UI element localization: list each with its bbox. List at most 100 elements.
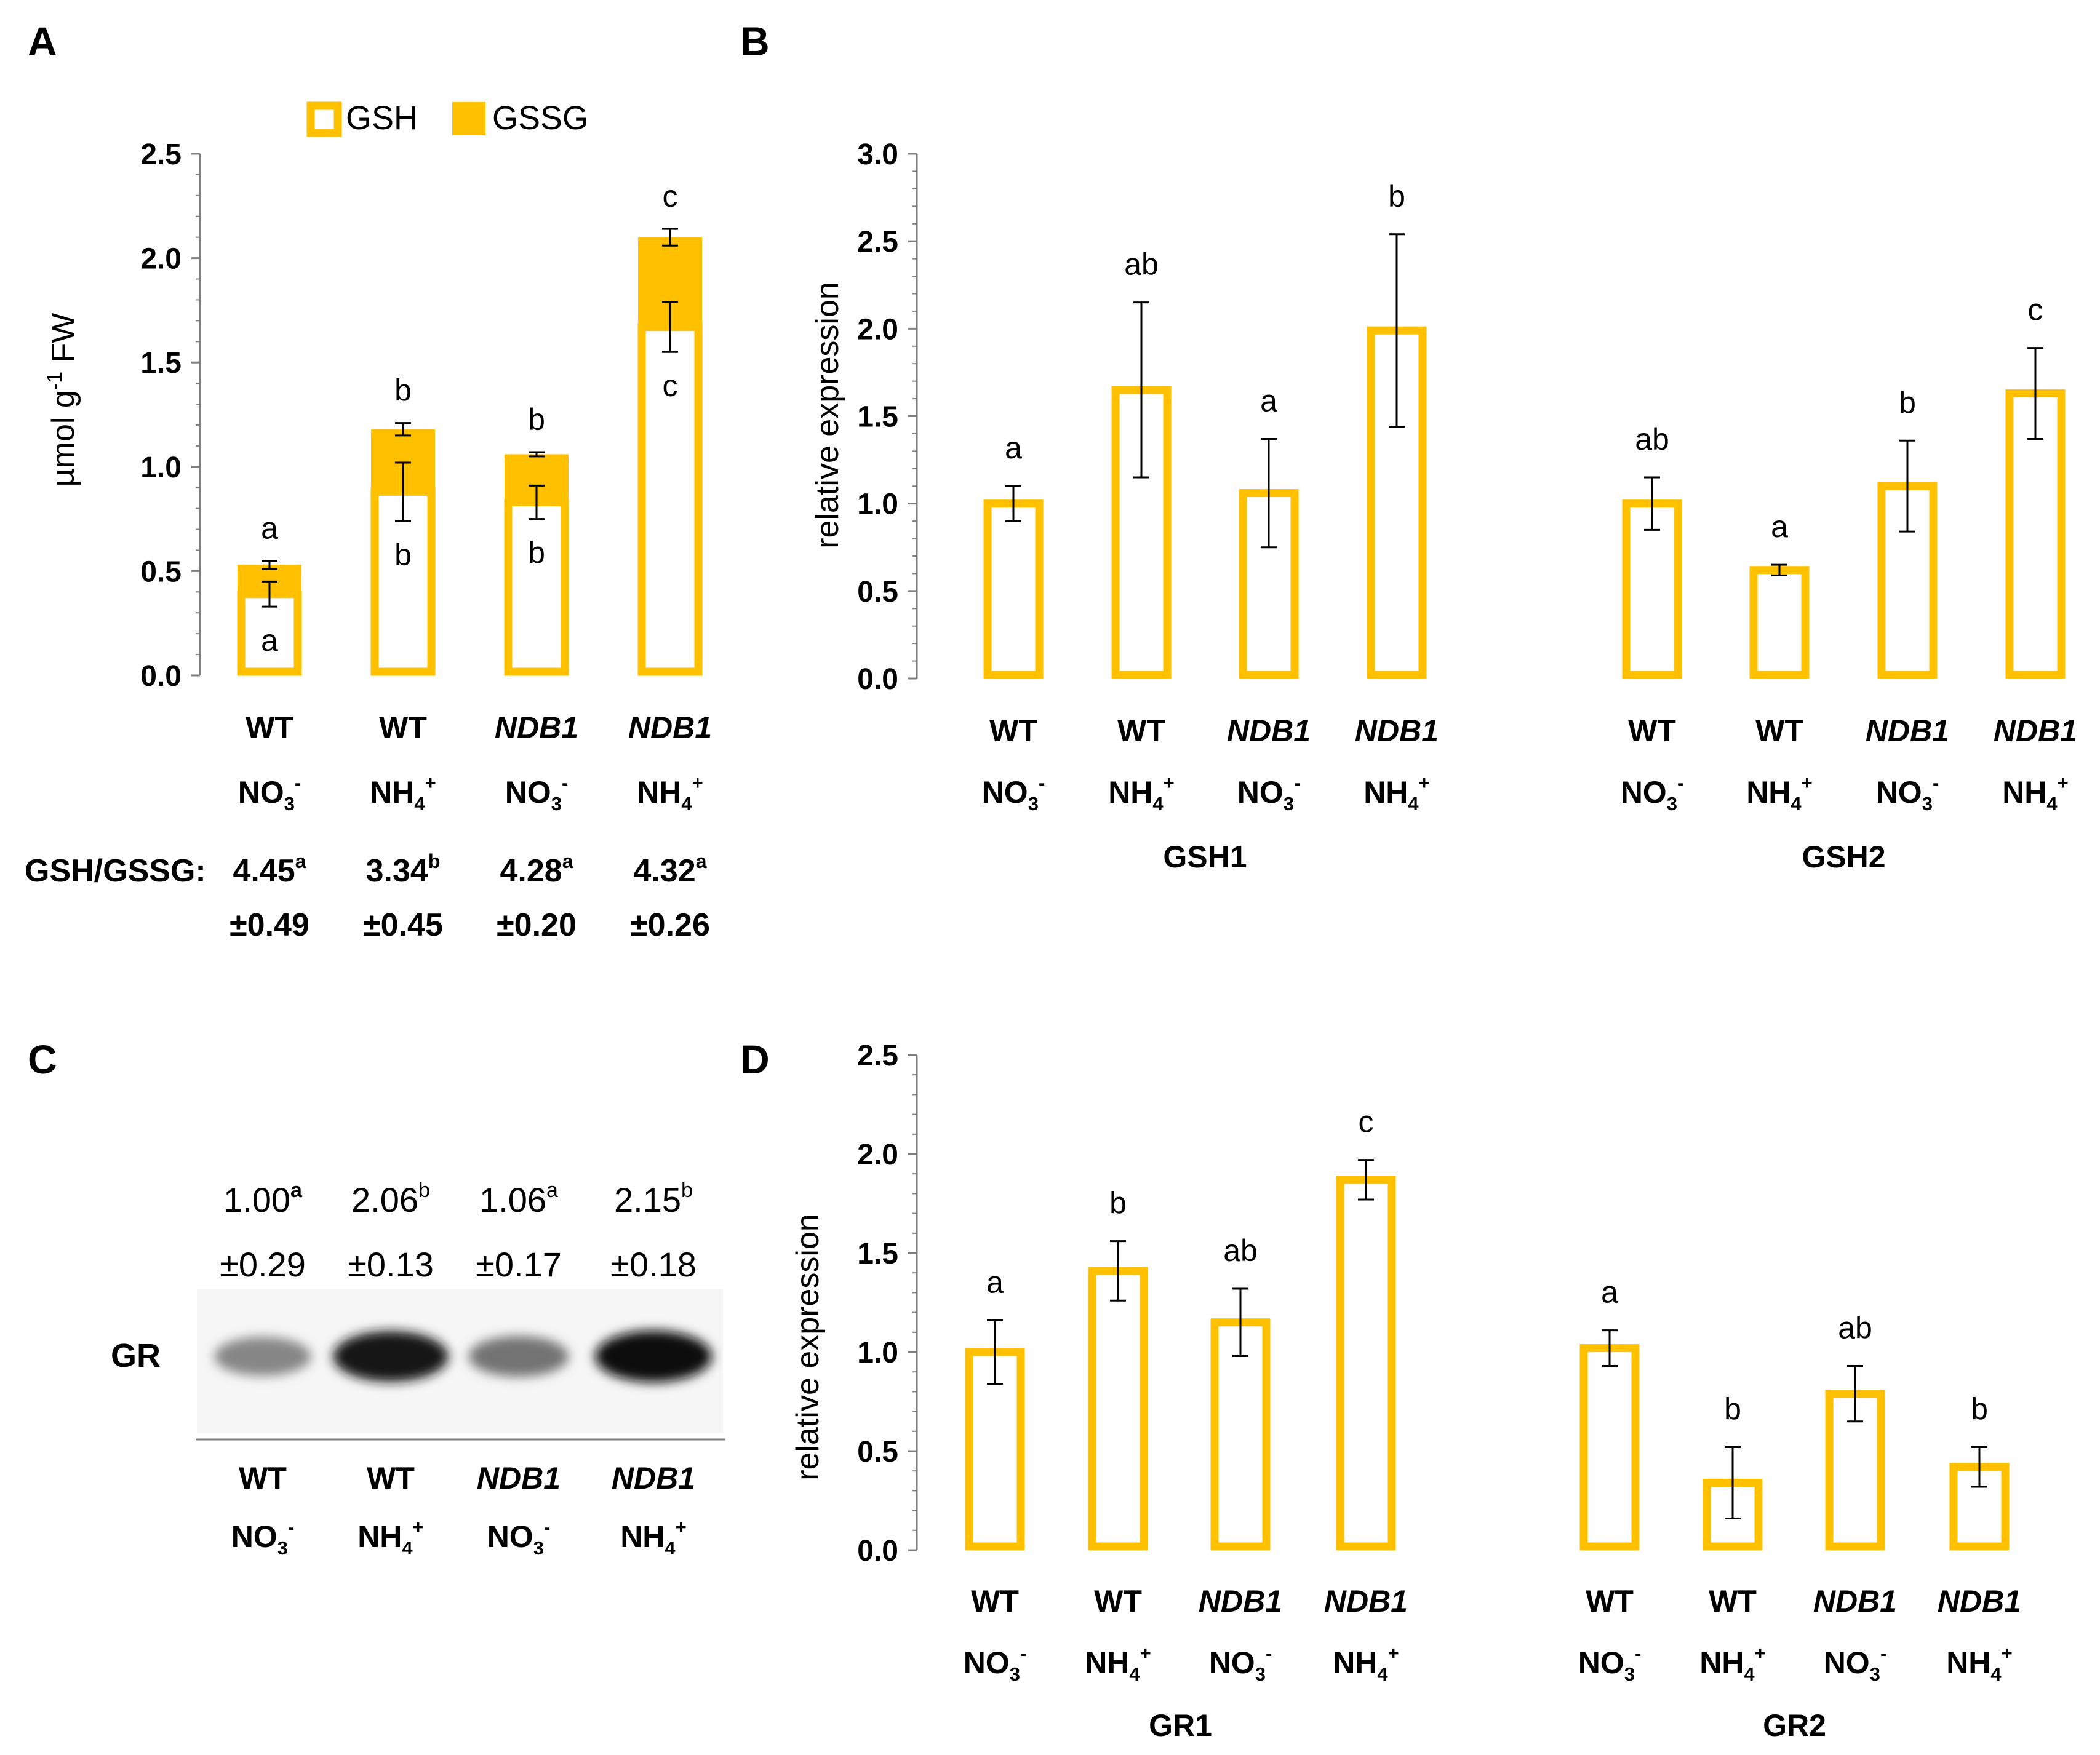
- b-genotype-label: NDB1: [1355, 714, 1439, 748]
- d-y-tick-label: 2.0: [857, 1139, 898, 1171]
- blot-value-mean: 1.06a: [479, 1179, 558, 1219]
- blot-value-mean: 2.15b: [614, 1179, 693, 1219]
- a-ratio-sd: ±0.20: [497, 907, 577, 943]
- b-y-tick-label: 0.0: [857, 663, 898, 696]
- c-ion-label: NH4+: [620, 1516, 687, 1559]
- a-ion-superscript: +: [692, 772, 703, 794]
- d-sig-label-gr1: a: [986, 1265, 1004, 1299]
- a-ion-subscript: 4: [414, 793, 425, 814]
- b-ion-label: NH4+: [1108, 772, 1175, 814]
- c-ion-superscript: -: [544, 1516, 550, 1538]
- b-sig-label-gsh2: a: [1771, 509, 1788, 544]
- d-ion-superscript: +: [1140, 1642, 1151, 1664]
- c-ion-base: NH: [357, 1519, 402, 1554]
- d-genotype-label: WT: [1586, 1584, 1634, 1618]
- d-ion-label: NO3-: [964, 1642, 1027, 1685]
- b-sig-label-gsh1: a: [1005, 431, 1022, 465]
- a-genotype-label: NDB1: [495, 710, 578, 745]
- c-genotype-label: WT: [367, 1461, 415, 1495]
- a-sig-label-gsh: b: [528, 536, 545, 570]
- c-ion-label: NO3-: [487, 1516, 551, 1559]
- d-ion-base: NO: [1209, 1646, 1255, 1680]
- c-ion-subscript: 4: [665, 1537, 676, 1559]
- b-sig-label-gsh1: a: [1260, 383, 1277, 418]
- a-ion-base: NH: [637, 775, 681, 810]
- d-ion-subscript: 3: [1255, 1663, 1266, 1685]
- d-y-tick-label: 1.5: [857, 1238, 898, 1270]
- a-ratio-mean-value: 4.32: [633, 853, 695, 889]
- d-ion-base: NH: [1333, 1646, 1377, 1680]
- b-y-tick-label: 1.5: [857, 401, 898, 434]
- panel-letter-d: D: [740, 1037, 770, 1082]
- b-ion-base: NO: [1876, 775, 1922, 810]
- a-ion-label: NH4+: [637, 772, 703, 814]
- blot-label: GR: [111, 1337, 161, 1374]
- chart-layers: 0.00.51.01.52.02.5aaWTNO3-4.45a±0.49bbWT…: [140, 138, 2077, 1743]
- blot-value-sig: a: [290, 1179, 303, 1202]
- a-ion-base: NH: [370, 775, 414, 810]
- d-ion-subscript: 4: [1377, 1663, 1388, 1685]
- y-axis-title-a-exp: -1: [43, 372, 66, 390]
- b-genotype-label: WT: [1755, 714, 1803, 748]
- b-y-tick-label: 1.0: [857, 488, 898, 521]
- c-genotype-label: WT: [239, 1461, 287, 1495]
- b-ion-superscript: -: [1677, 772, 1683, 794]
- c-ion-superscript: +: [676, 1516, 687, 1538]
- d-y-tick-label: 2.5: [857, 1040, 898, 1072]
- a-y-tick-label: 0.0: [140, 660, 182, 693]
- blot-value-sd: ±0.29: [220, 1245, 306, 1284]
- blot-value-sd: ±0.17: [476, 1245, 562, 1284]
- d-ion-superscript: -: [1020, 1642, 1026, 1664]
- a-ion-subscript: 3: [284, 793, 295, 814]
- d-gene-label-gr2: GR2: [1763, 1708, 1826, 1743]
- b-ion-subscript: 3: [1922, 793, 1933, 814]
- panel-letter-c: C: [28, 1037, 57, 1082]
- b-sig-label-gsh1: b: [1388, 179, 1405, 213]
- b-gene-label-gsh1: GSH1: [1163, 840, 1247, 874]
- a-y-tick-label: 1.0: [140, 452, 182, 484]
- panel-letter-a: A: [28, 18, 57, 64]
- a-sig-label-gssg: a: [261, 511, 278, 545]
- b-genotype-label: NDB1: [1227, 714, 1311, 748]
- b-y-tick-label: 2.0: [857, 313, 898, 346]
- b-ion-base: NH: [1746, 775, 1791, 810]
- b-ion-base: NH: [1363, 775, 1408, 810]
- c-ion-subscript: 4: [402, 1537, 413, 1559]
- legend-swatch-gssg: [452, 102, 485, 135]
- d-genotype-label: NDB1: [1813, 1584, 1897, 1618]
- d-ion-base: NH: [1699, 1646, 1744, 1680]
- b-ion-base: NO: [982, 775, 1028, 810]
- a-ratio-mean: 4.45a: [233, 850, 306, 889]
- blot-band: [595, 1331, 712, 1382]
- a-ion-superscript: -: [295, 772, 301, 794]
- b-ion-subscript: 3: [1284, 793, 1294, 814]
- a-bar-gsh: [504, 498, 569, 676]
- b-ion-label: NO3-: [1621, 772, 1684, 814]
- d-ion-base: NO: [1824, 1646, 1870, 1680]
- y-axis-title-a-fw: FW: [46, 313, 81, 372]
- legend-swatch-gsh: [306, 101, 342, 137]
- c-ion-subscript: 3: [277, 1537, 288, 1559]
- a-y-tick-label: 2.0: [140, 243, 182, 276]
- d-y-tick-label: 1.0: [857, 1337, 898, 1369]
- a-ion-label: NH4+: [370, 772, 436, 814]
- c-ion-label: NH4+: [357, 1516, 424, 1559]
- a-y-tick-label: 0.5: [140, 555, 182, 588]
- d-ion-superscript: +: [1388, 1642, 1399, 1664]
- d-bar-gr1: [1088, 1267, 1148, 1551]
- a-ion-base: NO: [238, 775, 284, 810]
- blot-band: [333, 1331, 449, 1382]
- a-ratio-sig: a: [562, 850, 573, 872]
- b-ion-label: NO3-: [1237, 772, 1301, 814]
- c-ion-base: NH: [620, 1519, 665, 1554]
- c-genotype-label: NDB1: [612, 1461, 695, 1495]
- a-ion-subscript: 4: [681, 793, 692, 814]
- legend-label-gssg: GSSG: [492, 100, 588, 137]
- b-ion-subscript: 4: [1791, 793, 1802, 814]
- blot-value-mean-number: 2.06: [351, 1180, 418, 1219]
- d-ion-base: NO: [964, 1646, 1010, 1680]
- d-bar-gr2: [1579, 1344, 1640, 1551]
- c-ion-superscript: -: [288, 1516, 294, 1538]
- d-ion-subscript: 3: [1870, 1663, 1880, 1685]
- b-genotype-label: WT: [1117, 714, 1165, 748]
